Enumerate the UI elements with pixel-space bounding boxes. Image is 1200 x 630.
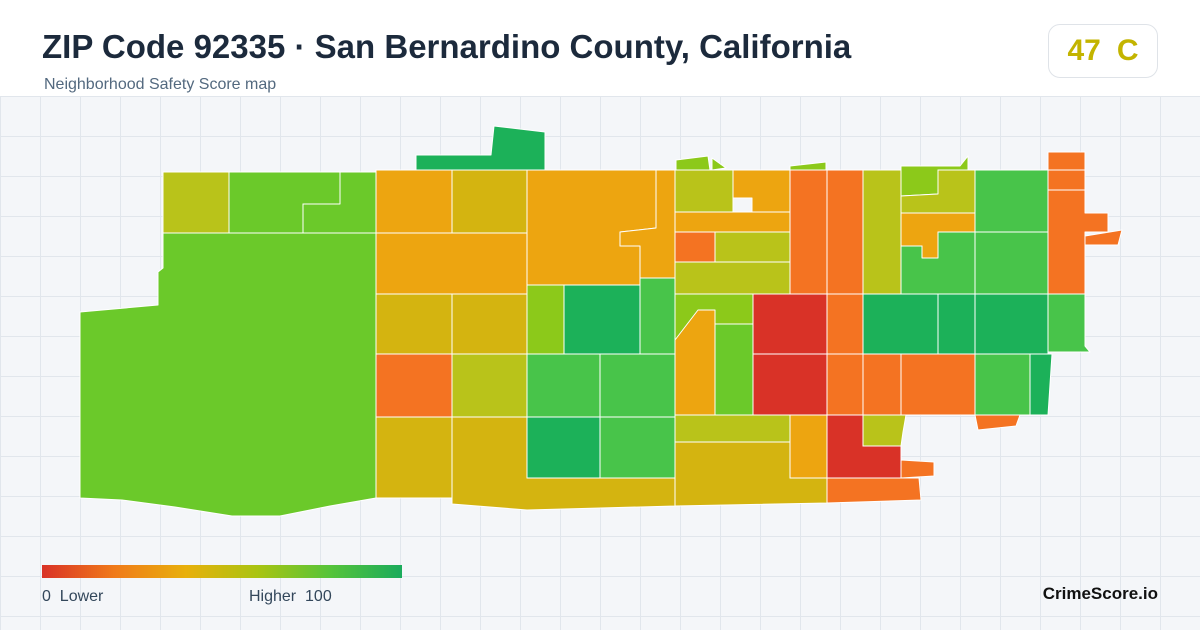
map-tract[interactable]	[826, 477, 922, 504]
header: ZIP Code 92335 · San Bernardino County, …	[0, 0, 1200, 96]
map-tract[interactable]	[1047, 151, 1086, 171]
map-tract[interactable]	[1047, 293, 1091, 353]
map-tract[interactable]	[451, 169, 528, 234]
map-tract[interactable]	[375, 232, 528, 295]
map-tract[interactable]	[974, 293, 1049, 355]
map-tract[interactable]	[375, 293, 453, 355]
map-tract[interactable]	[375, 416, 453, 499]
map-tract[interactable]	[415, 125, 546, 171]
legend-max-value: 100	[305, 588, 332, 605]
map-tract[interactable]	[79, 232, 377, 517]
map-tract[interactable]	[862, 169, 902, 295]
map-tract[interactable]	[974, 169, 1049, 233]
map-tract[interactable]	[1084, 229, 1123, 246]
map-tract[interactable]	[674, 169, 734, 213]
map-tract[interactable]	[826, 293, 864, 355]
map-tract[interactable]	[714, 231, 791, 263]
map-tract[interactable]	[375, 353, 453, 418]
map-tract[interactable]	[526, 353, 601, 418]
page-title: ZIP Code 92335 · San Bernardino County, …	[42, 28, 852, 65]
map-tract[interactable]	[937, 293, 976, 355]
map-tract[interactable]	[563, 284, 641, 355]
map-tract[interactable]	[789, 169, 828, 295]
map-tract[interactable]	[526, 284, 565, 355]
map-tract[interactable]	[1047, 169, 1086, 191]
map-tract[interactable]	[862, 293, 939, 355]
legend-gradient	[42, 565, 402, 578]
map-tract[interactable]	[375, 169, 453, 234]
map-tract[interactable]	[526, 416, 601, 479]
map-tract[interactable]	[826, 169, 864, 295]
map-tract[interactable]	[451, 293, 528, 355]
map-tract[interactable]	[862, 414, 907, 447]
page-subtitle: Neighborhood Safety Score map	[44, 76, 277, 93]
map-tract[interactable]	[862, 353, 902, 416]
map-tract[interactable]	[674, 261, 791, 295]
map-tract[interactable]	[1029, 353, 1053, 416]
map-tract[interactable]	[674, 211, 791, 233]
map-tract[interactable]	[826, 353, 864, 416]
map-tract[interactable]	[900, 353, 976, 416]
brand-name: CrimeScore.io	[1042, 584, 1158, 603]
map-tract[interactable]	[974, 231, 1049, 295]
map-tract[interactable]	[732, 169, 791, 213]
legend-max: Higher 100	[249, 588, 332, 606]
score-grade: C	[1116, 34, 1139, 67]
map-tract[interactable]	[974, 353, 1031, 416]
map-tract[interactable]	[714, 323, 754, 416]
score-value: 47	[1067, 34, 1101, 67]
map-tract[interactable]	[752, 353, 828, 416]
map-tract[interactable]	[162, 171, 230, 234]
legend-min-label: Lower	[59, 588, 104, 605]
map-tract[interactable]	[752, 293, 828, 355]
map-tract[interactable]	[789, 161, 827, 171]
map-tract[interactable]	[639, 277, 676, 355]
map-tract[interactable]	[789, 414, 828, 479]
legend-min: 0 Lower	[42, 588, 103, 606]
score-badge: 47 C	[1048, 24, 1158, 78]
map-tract[interactable]	[674, 414, 791, 443]
map-tract[interactable]	[974, 414, 1021, 431]
map-tract[interactable]	[675, 155, 711, 171]
map-tract[interactable]	[451, 353, 528, 418]
legend-max-label: Higher	[249, 588, 297, 605]
map-tract[interactable]	[900, 459, 935, 479]
legend-min-value: 0	[42, 588, 51, 605]
map-tract[interactable]	[711, 157, 727, 171]
map-tract[interactable]	[526, 169, 657, 286]
map-tract[interactable]	[599, 353, 676, 418]
map-tract[interactable]	[599, 416, 676, 479]
